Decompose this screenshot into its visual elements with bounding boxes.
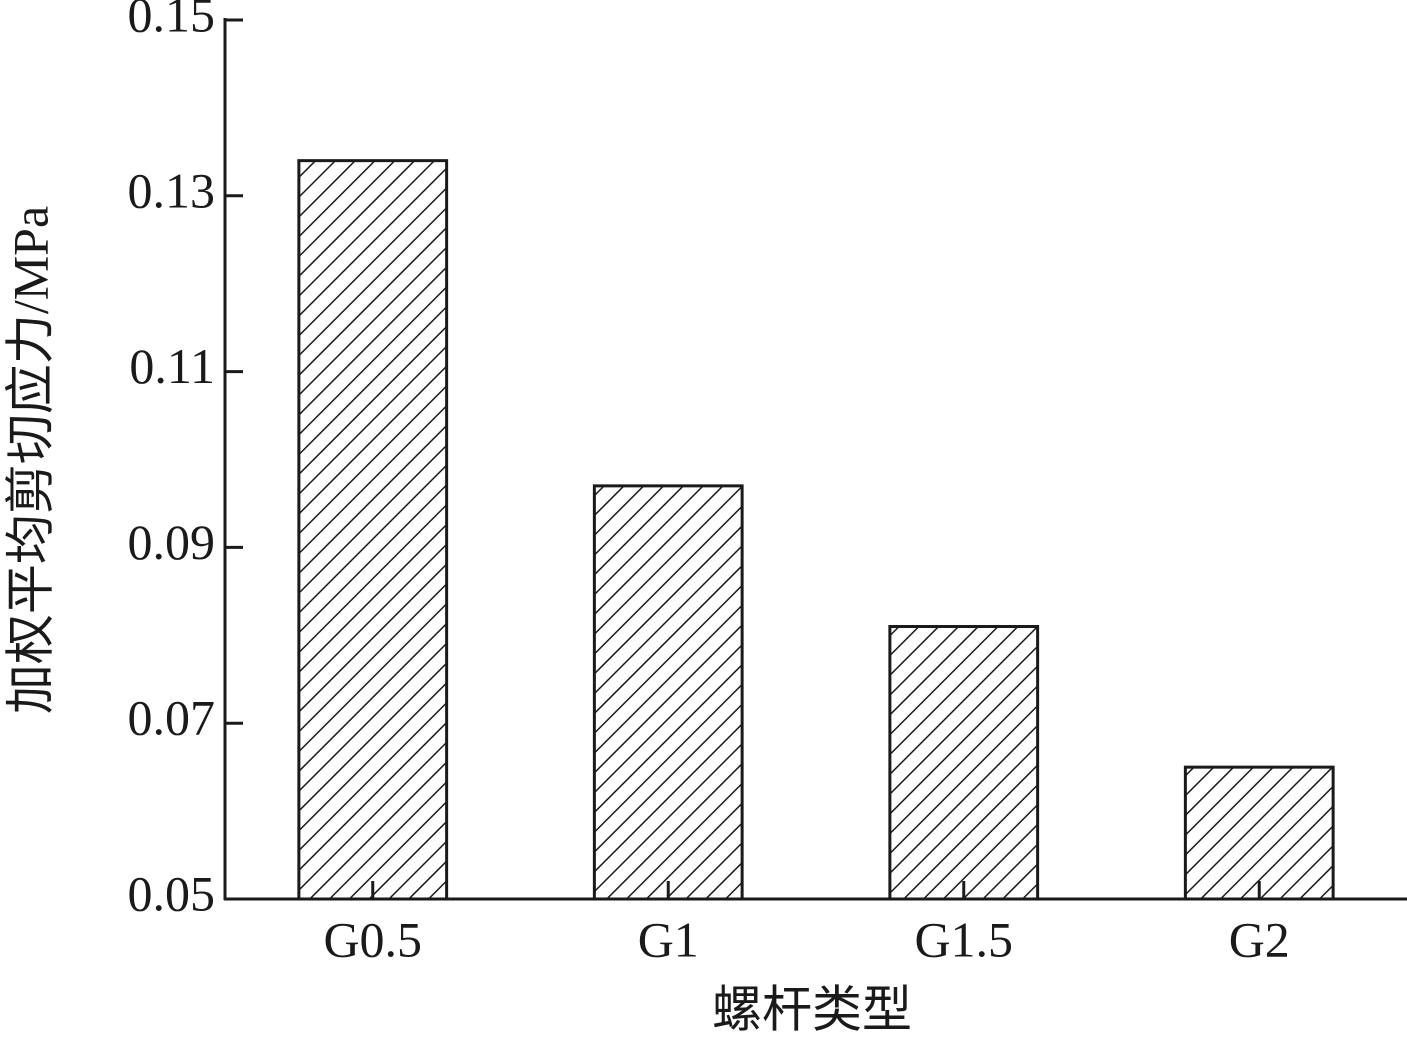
y-tick-label: 0.15 <box>128 0 216 42</box>
y-tick-label: 0.09 <box>128 514 216 570</box>
bar <box>1183 765 1335 901</box>
y-tick-label: 0.11 <box>129 338 215 394</box>
bar <box>592 484 744 901</box>
x-tick-label: G1.5 <box>914 911 1013 967</box>
bar <box>888 625 1040 901</box>
bar <box>297 159 449 901</box>
x-tick-label: G1 <box>638 911 699 967</box>
y-axis-label: 加权平均剪切应力/MPa <box>2 206 58 714</box>
x-tick-label: G0.5 <box>323 911 422 967</box>
x-tick-label: G2 <box>1229 911 1290 967</box>
y-tick-label: 0.13 <box>128 162 216 218</box>
x-axis-label: 螺杆类型 <box>712 981 912 1037</box>
y-tick-label: 0.07 <box>128 690 216 746</box>
y-tick-label: 0.05 <box>128 865 216 921</box>
